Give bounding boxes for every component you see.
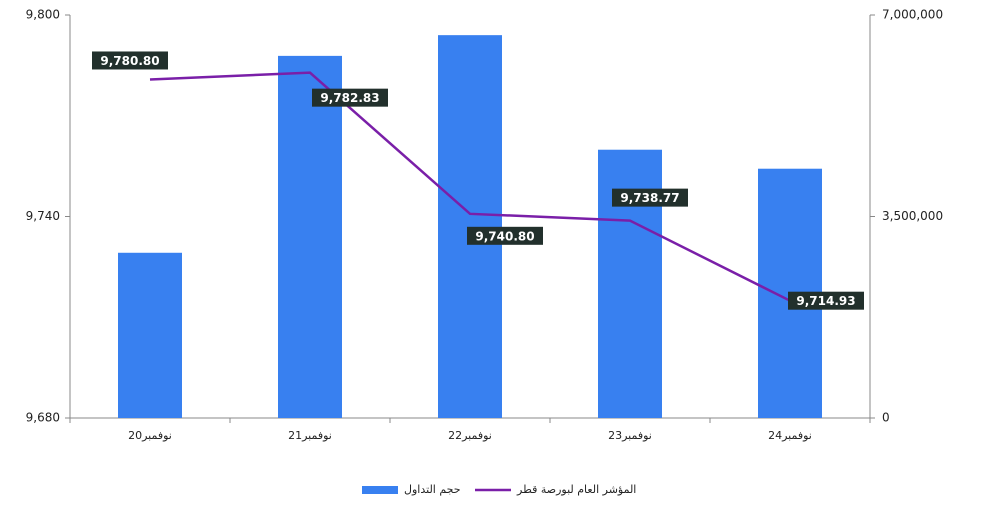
bar: [438, 35, 502, 419]
line: [149, 71, 791, 302]
value-label-box: [467, 226, 543, 245]
bar: [118, 252, 182, 418]
x-tick-label: نوفمبر21: [288, 429, 332, 442]
value-label-text: 9,714.93: [796, 294, 855, 308]
legend-label: حجم التداول: [404, 483, 461, 496]
y2-tick-label: 3,500,000: [882, 209, 943, 223]
value-label: 9,782.83: [312, 88, 388, 107]
value-label-text: 9,782.83: [320, 91, 379, 105]
bar: [278, 55, 342, 419]
value-label-text: 9,780.80: [100, 54, 159, 68]
y2-tick-label: 0: [882, 411, 890, 425]
y-tick-label: 9,800: [26, 8, 60, 22]
value-label-text: 9,738.77: [620, 191, 679, 205]
x-tick-label: نوفمبر20: [128, 429, 172, 442]
legend-label: المؤشر العام لبورصة قطر: [516, 483, 636, 496]
value-label: 9,780.80: [92, 51, 168, 70]
value-label-box: [312, 88, 388, 107]
x-tick-label: نوفمبر22: [448, 429, 492, 442]
y2-tick-label: 7,000,000: [882, 8, 943, 22]
value-label-box: [788, 291, 864, 310]
legend-swatch: [362, 486, 398, 494]
value-label: 9,738.77: [612, 188, 688, 207]
value-label-text: 9,740.80: [475, 229, 534, 243]
y-tick-label: 9,740: [26, 209, 60, 223]
y-tick-label: 9,680: [26, 411, 60, 425]
x-tick-label: نوفمبر23: [608, 429, 652, 442]
value-label: 9,740.80: [467, 226, 543, 245]
x-tick-label: نوفمبر24: [768, 429, 812, 442]
value-label: 9,714.93: [788, 291, 864, 310]
value-label-box: [92, 51, 168, 70]
value-label-box: [612, 188, 688, 207]
